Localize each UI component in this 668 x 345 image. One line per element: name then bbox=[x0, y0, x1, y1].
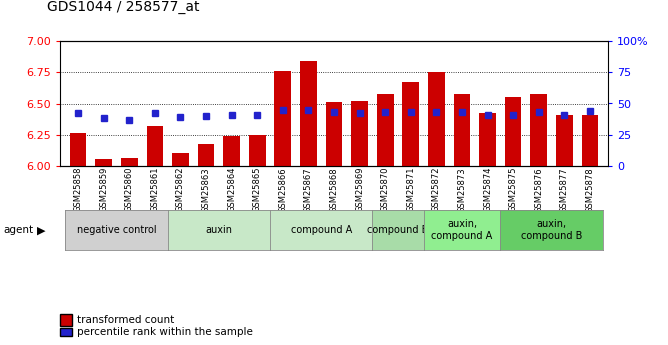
Bar bbox=[146, 126, 163, 166]
Text: compound B: compound B bbox=[367, 225, 429, 235]
Bar bbox=[351, 101, 368, 166]
Text: GDS1044 / 258577_at: GDS1044 / 258577_at bbox=[47, 0, 199, 14]
Bar bbox=[582, 115, 599, 166]
Text: auxin: auxin bbox=[205, 225, 232, 235]
Bar bbox=[96, 159, 112, 166]
Bar bbox=[172, 153, 189, 166]
Text: transformed count: transformed count bbox=[77, 315, 174, 325]
Bar bbox=[454, 93, 470, 166]
Text: negative control: negative control bbox=[77, 225, 156, 235]
Text: percentile rank within the sample: percentile rank within the sample bbox=[77, 327, 253, 337]
Text: auxin,
compound A: auxin, compound A bbox=[432, 219, 492, 241]
Text: ▶: ▶ bbox=[37, 225, 45, 235]
Bar bbox=[377, 93, 393, 166]
Bar bbox=[428, 72, 445, 166]
Bar bbox=[556, 115, 572, 166]
Text: auxin,
compound B: auxin, compound B bbox=[521, 219, 582, 241]
Text: agent: agent bbox=[3, 225, 33, 235]
Text: compound A: compound A bbox=[291, 225, 352, 235]
Bar bbox=[198, 145, 214, 166]
Bar bbox=[479, 114, 496, 166]
Bar bbox=[530, 93, 547, 166]
Bar bbox=[69, 133, 86, 166]
Bar bbox=[402, 82, 419, 166]
Bar bbox=[223, 136, 240, 166]
Bar bbox=[326, 102, 342, 166]
Bar bbox=[505, 97, 522, 166]
Bar bbox=[275, 71, 291, 166]
Bar bbox=[121, 158, 138, 166]
Bar bbox=[300, 61, 317, 166]
Bar bbox=[249, 135, 266, 166]
